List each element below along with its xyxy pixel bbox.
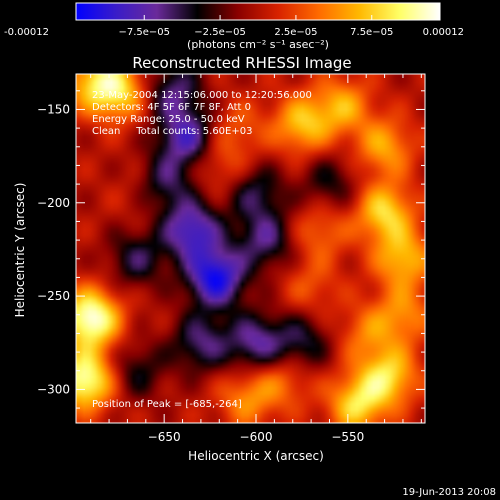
y-tick-label: −300: [37, 382, 70, 396]
timestamp: 19-Jun-2013 20:08: [402, 487, 496, 498]
x-tick-label: −600: [240, 430, 273, 444]
info-energy: Energy Range: 25.0 - 50.0 keV: [92, 114, 245, 125]
y-tick-label: −150: [37, 102, 70, 116]
colorbar-tick-label: -0.00012: [4, 27, 49, 38]
heatmap-image: [76, 74, 425, 423]
axis-ticks: −650 −600 −550 −150 −200 −250 −300: [37, 74, 425, 444]
x-tick-label: −650: [148, 430, 181, 444]
info-time: 23-May-2004 12:15:06.000 to 12:20:56.000: [92, 90, 312, 101]
y-tick-label: −250: [37, 289, 70, 303]
x-axis-label: Heliocentric X (arcsec): [188, 449, 324, 463]
plot-frame: [75, 73, 426, 424]
colorbar-tick-label: 0.00012: [423, 27, 464, 38]
colorbar-tick-label: 7.5e−05: [350, 27, 393, 38]
plot-area: −650 −600 −550 −150 −200 −250 −300 23-May-2004…: [37, 73, 426, 444]
info-clean: Clean Total counts: 5.60E+03: [92, 126, 252, 137]
colorbar-tick-label: 2.5e−05: [274, 27, 317, 38]
y-tick-label: −200: [37, 196, 70, 210]
x-tick-label: −550: [331, 430, 364, 444]
info-detectors: Detectors: 4F 5F 6F 7F 8F, Att 0: [92, 102, 251, 113]
y-axis-label: Heliocentric Y (arcsec): [13, 183, 27, 318]
colorbar-ticks: -0.00012 −7.5e−05 −2.5e−05 2.5e−05 7.5e−05 0.…: [4, 15, 464, 38]
colorbar-tick-label: −7.5e−05: [118, 27, 170, 38]
colorbar-gradient: [75, 2, 441, 21]
colorbar-units-label: (photons cm⁻² s⁻¹ asec⁻²): [187, 38, 329, 51]
colorbar: -0.00012 −7.5e−05 −2.5e−05 2.5e−05 7.5e−05 0.…: [4, 2, 464, 51]
chart-title: Reconstructed RHESSI Image: [132, 54, 351, 72]
colorbar-tick-label: −2.5e−05: [194, 27, 246, 38]
peak-position-label: Position of Peak = [-685,-264]: [92, 399, 242, 410]
